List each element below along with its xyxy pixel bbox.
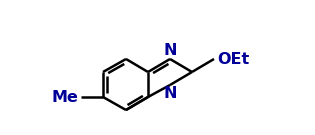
Text: OEt: OEt	[217, 51, 249, 67]
Text: N: N	[163, 43, 177, 58]
Text: Me: Me	[51, 90, 78, 104]
Text: N: N	[163, 86, 177, 101]
